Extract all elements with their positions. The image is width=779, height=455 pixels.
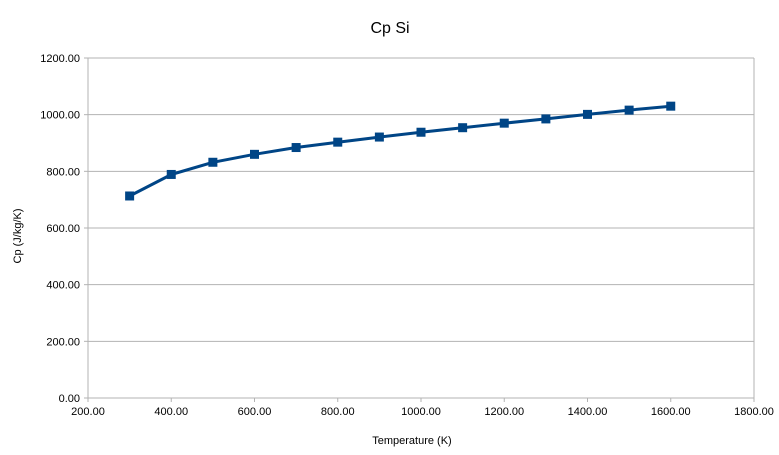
series-layer bbox=[125, 101, 676, 201]
data-point-marker bbox=[250, 149, 259, 159]
axes bbox=[84, 57, 755, 402]
data-point-marker bbox=[583, 109, 592, 119]
y-tick-label: 1200.00 bbox=[40, 53, 80, 65]
chart-title: Cp Si bbox=[370, 20, 409, 37]
data-point-marker bbox=[291, 143, 301, 153]
data-point-marker bbox=[624, 105, 634, 115]
data-point-marker bbox=[374, 132, 384, 142]
x-tick-label: 1600.00 bbox=[651, 406, 691, 418]
x-tick-label: 200.00 bbox=[71, 406, 105, 418]
data-point-marker bbox=[166, 169, 176, 179]
y-tick-label: 1000.00 bbox=[40, 110, 80, 122]
y-axis-title: Cp (J/kg/K) bbox=[12, 208, 24, 263]
series-line bbox=[128, 104, 671, 198]
x-tick-label: 1200.00 bbox=[484, 406, 524, 418]
tick-labels: 0.00200.00400.00600.00800.001000.001200.… bbox=[40, 53, 774, 418]
x-axis-title: Temperature (K) bbox=[372, 435, 451, 447]
y-tick-label: 600.00 bbox=[46, 223, 80, 235]
x-tick-label: 600.00 bbox=[238, 406, 272, 418]
y-tick-label: 0.00 bbox=[59, 393, 80, 405]
data-point-marker bbox=[416, 127, 426, 137]
data-point-marker bbox=[458, 123, 468, 133]
x-tick-label: 1400.00 bbox=[568, 406, 608, 418]
data-point-marker bbox=[333, 137, 343, 147]
y-tick-label: 400.00 bbox=[46, 280, 80, 292]
x-tick-label: 1800.00 bbox=[734, 406, 774, 418]
y-tick-label: 800.00 bbox=[46, 166, 80, 178]
data-point-marker bbox=[208, 157, 218, 167]
x-tick-label: 800.00 bbox=[321, 406, 355, 418]
data-point-marker bbox=[125, 191, 135, 201]
data-point-marker bbox=[541, 114, 551, 124]
x-tick-label: 400.00 bbox=[154, 406, 188, 418]
data-point-marker bbox=[499, 118, 509, 128]
x-tick-label: 1000.00 bbox=[401, 406, 441, 418]
data-point-marker bbox=[666, 101, 676, 111]
y-tick-label: 200.00 bbox=[46, 336, 80, 348]
